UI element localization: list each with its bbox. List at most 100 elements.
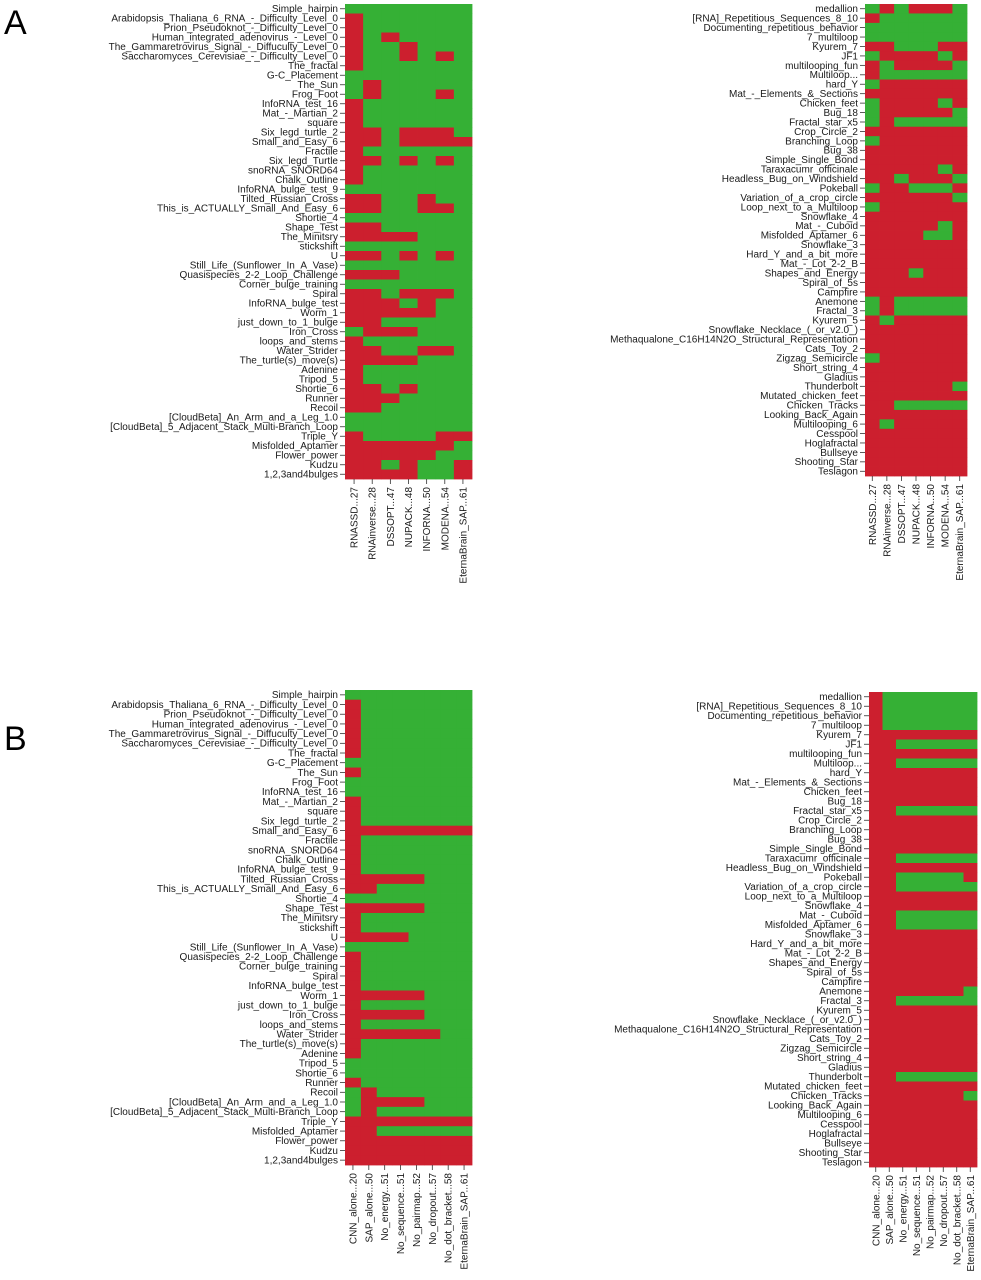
row-label: Tilted_Russian_Cross (241, 194, 338, 205)
heatmap-cell (440, 1116, 457, 1127)
heatmap-cell (869, 701, 883, 712)
heatmap-cell (865, 173, 880, 184)
heatmap-cell (882, 1119, 897, 1130)
heatmap-cell (345, 232, 364, 242)
heatmap-cell (869, 825, 883, 835)
heatmap-cell (376, 922, 394, 933)
heatmap-cell (936, 901, 951, 911)
row-label: Misfolded_Aptamer_6 (761, 231, 859, 242)
heatmap-cell (453, 241, 473, 252)
heatmap-cell (936, 739, 951, 750)
heatmap-cell (453, 165, 473, 176)
heatmap-cell (963, 758, 978, 769)
heatmap-cell (363, 393, 382, 404)
row-label: Bug_18 (824, 108, 859, 119)
heatmap-cell (453, 80, 473, 90)
heatmap-cell (952, 353, 968, 364)
heatmap-cell (345, 89, 364, 100)
heatmap-cell (865, 32, 880, 43)
heatmap-cell (440, 1068, 457, 1079)
heatmap-cell (392, 951, 409, 962)
row-label: medallion (815, 4, 858, 15)
heatmap-cell (909, 711, 924, 721)
row-label: Spiral (312, 289, 338, 300)
heatmap-cell (399, 251, 418, 261)
heatmap-cell (453, 118, 473, 128)
heatmap-cell (399, 4, 418, 14)
heatmap-cell (937, 192, 953, 203)
heatmap-cell (909, 825, 924, 835)
heatmap-cell (896, 1100, 910, 1111)
heatmap-cell (879, 315, 895, 326)
heatmap-cell (879, 183, 895, 194)
row-label: [CloudBeta]_5_Adjacent_Stack_Multi-Branc… (110, 422, 338, 433)
heatmap-cell (882, 882, 897, 892)
row-label: snoRNA_SNORD64 (248, 845, 338, 856)
heatmap-cell (376, 980, 394, 991)
heatmap-cell (894, 277, 910, 288)
heatmap-cell (424, 1087, 441, 1098)
heatmap-cell (363, 460, 382, 470)
heatmap-cell (869, 986, 883, 997)
row-label: Tilted_Russian_Cross (241, 874, 338, 885)
column-label: No_dot_bracket...58 (444, 1173, 455, 1263)
heatmap-cell (417, 89, 437, 100)
column-label: MODENA...54 (941, 484, 952, 548)
heatmap-cell (440, 912, 457, 924)
heatmap-cell (879, 277, 895, 288)
heatmap-cell (440, 1155, 457, 1166)
heatmap-cell (456, 1000, 473, 1011)
row-label: Small_and_Easy_6 (252, 826, 339, 837)
heatmap-cell (440, 1126, 457, 1137)
heatmap-cell (456, 1116, 473, 1127)
heatmap-cell (963, 882, 978, 892)
heatmap-cell (392, 1106, 409, 1117)
heatmap-cell (950, 768, 964, 778)
heatmap-cell (399, 365, 418, 375)
heatmap-cell (869, 872, 883, 883)
heatmap-cell (963, 787, 978, 797)
heatmap-cell (435, 146, 455, 157)
heatmap-cell (936, 920, 951, 930)
heatmap-cell (417, 469, 437, 480)
heatmap-cell (896, 806, 910, 816)
heatmap-cell (937, 183, 953, 194)
heatmap-cell (865, 362, 880, 373)
heatmap-cell (408, 728, 425, 739)
row-label: snoRNA_SNORD64 (248, 166, 338, 177)
heatmap-cell (360, 1000, 378, 1011)
row-label: Shooting_Star (799, 1148, 863, 1159)
heatmap-cell (882, 834, 897, 845)
heatmap-cell (909, 996, 924, 1006)
heatmap-cell (392, 728, 409, 739)
heatmap-cell (908, 117, 924, 128)
heatmap-cell (936, 1034, 951, 1044)
row-label: Corner_bulge_training (239, 280, 338, 291)
heatmap-cell (456, 796, 473, 807)
heatmap-cell (399, 431, 418, 442)
row-label: Mat_-_Martian_2 (262, 797, 338, 808)
heatmap-cell (869, 939, 883, 949)
heatmap-cell (894, 32, 910, 43)
heatmap-cell (392, 854, 409, 865)
heatmap-cell (896, 815, 910, 826)
heatmap-cell (952, 400, 968, 411)
heatmap-cell (440, 1058, 457, 1069)
heatmap-cell (345, 883, 362, 894)
heatmap-cell (345, 279, 364, 290)
heatmap-cell (408, 1058, 425, 1069)
row-label: Loop_next_to_a_Multiloop (741, 202, 859, 213)
heatmap-cell (865, 98, 880, 109)
column-label: NUPACK...48 (912, 484, 923, 545)
heatmap-cell (456, 709, 473, 720)
heatmap-cell (360, 1145, 378, 1156)
heatmap-cell (417, 184, 437, 195)
heatmap-cell (869, 1138, 883, 1149)
heatmap-cell (456, 738, 473, 749)
heatmap-cell (937, 334, 953, 345)
heatmap-cell (453, 374, 473, 385)
heatmap-cell (937, 400, 953, 411)
heatmap-cell (424, 1068, 441, 1079)
heatmap-cell (453, 99, 473, 109)
heatmap-cell (417, 61, 437, 71)
